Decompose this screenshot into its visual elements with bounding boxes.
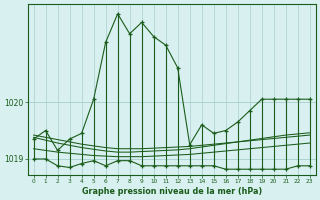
X-axis label: Graphe pression niveau de la mer (hPa): Graphe pression niveau de la mer (hPa) — [82, 187, 262, 196]
